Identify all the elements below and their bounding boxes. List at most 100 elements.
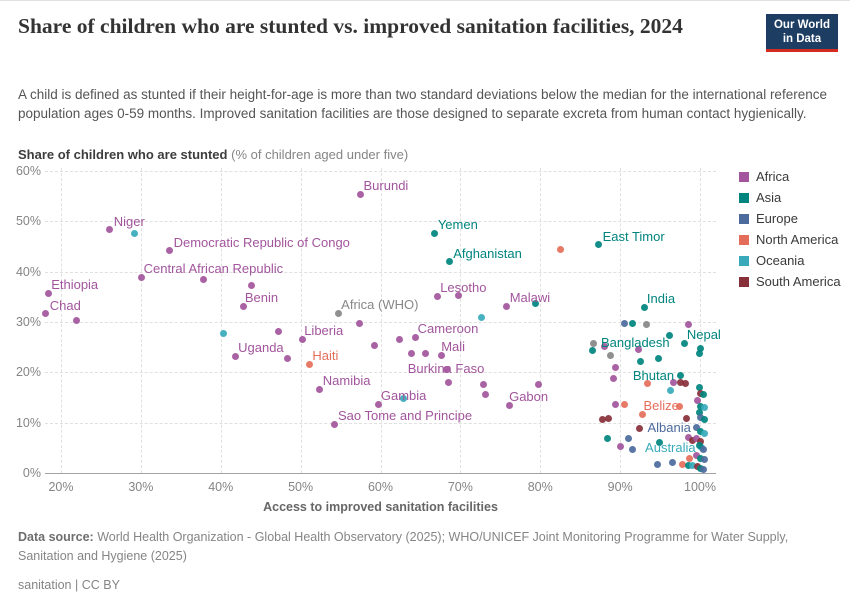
data-point[interactable]: [637, 358, 645, 366]
data-point[interactable]: [610, 375, 618, 383]
data-point[interactable]: [701, 416, 709, 424]
data-point[interactable]: [635, 345, 642, 353]
data-point[interactable]: [678, 461, 686, 469]
data-point-bangladesh[interactable]: [589, 346, 597, 354]
data-point[interactable]: [654, 355, 662, 363]
data-point-niger[interactable]: [106, 226, 114, 234]
data-point[interactable]: [700, 403, 708, 411]
data-point[interactable]: [684, 462, 692, 470]
data-point-yemen[interactable]: [431, 230, 439, 238]
data-point[interactable]: [670, 379, 678, 387]
data-point[interactable]: [601, 342, 609, 350]
data-point[interactable]: [607, 352, 615, 360]
data-point[interactable]: [620, 400, 628, 408]
data-point-cameroon[interactable]: [412, 333, 420, 341]
data-point[interactable]: [72, 317, 80, 325]
data-point[interactable]: [685, 434, 693, 442]
data-point[interactable]: [421, 350, 429, 358]
data-point[interactable]: [356, 319, 364, 327]
data-point[interactable]: [481, 391, 489, 399]
data-point[interactable]: [455, 292, 463, 300]
data-point-central-african-republic[interactable]: [138, 274, 146, 282]
data-point[interactable]: [408, 350, 416, 358]
data-point[interactable]: [531, 300, 539, 308]
data-point[interactable]: [697, 345, 705, 353]
data-point-sao-tome-and-principe[interactable]: [331, 420, 339, 428]
data-point[interactable]: [692, 452, 700, 460]
data-point[interactable]: [643, 380, 651, 388]
data-point-malawi[interactable]: [503, 303, 511, 311]
data-point-belize[interactable]: [639, 411, 646, 419]
data-point-chad[interactable]: [42, 310, 50, 318]
data-point[interactable]: [699, 465, 707, 473]
data-point[interactable]: [700, 456, 708, 464]
data-point[interactable]: [628, 446, 636, 454]
data-point[interactable]: [590, 339, 598, 347]
data-point[interactable]: [697, 427, 705, 435]
data-point-haiti[interactable]: [305, 361, 313, 369]
data-point[interactable]: [603, 435, 611, 443]
data-point-burundi[interactable]: [357, 191, 365, 199]
data-point[interactable]: [666, 331, 674, 339]
data-point[interactable]: [611, 364, 619, 372]
data-point[interactable]: [655, 439, 663, 447]
owid-logo[interactable]: Our World in Data: [765, 14, 838, 52]
data-point[interactable]: [694, 396, 702, 404]
data-point[interactable]: [624, 435, 632, 443]
data-point-benin[interactable]: [240, 303, 248, 311]
data-point[interactable]: [696, 437, 704, 445]
data-point-democratic-republic-of-congo[interactable]: [166, 247, 174, 255]
data-point-gabon[interactable]: [505, 401, 513, 409]
legend-item-south-america[interactable]: South America: [739, 275, 841, 288]
data-point[interactable]: [535, 381, 543, 389]
data-point-nepal[interactable]: [681, 339, 689, 347]
data-point-albania[interactable]: [693, 424, 701, 432]
data-point[interactable]: [686, 455, 694, 463]
data-point[interactable]: [685, 320, 693, 328]
data-point[interactable]: [675, 403, 683, 411]
data-point[interactable]: [611, 400, 619, 408]
data-point[interactable]: [695, 383, 703, 391]
data-point-africa-who[interactable]: [334, 310, 342, 318]
data-point[interactable]: [200, 276, 208, 284]
data-point[interactable]: [400, 394, 408, 402]
data-point[interactable]: [701, 429, 709, 437]
data-point[interactable]: [248, 282, 256, 290]
data-point[interactable]: [682, 380, 690, 388]
data-point[interactable]: [617, 443, 625, 451]
data-point[interactable]: [635, 424, 643, 432]
data-point[interactable]: [696, 454, 704, 462]
data-point[interactable]: [599, 415, 607, 423]
data-point-burkina-faso[interactable]: [442, 365, 450, 373]
data-point[interactable]: [669, 459, 677, 467]
data-point[interactable]: [699, 390, 707, 398]
data-point[interactable]: [695, 442, 703, 450]
data-point[interactable]: [284, 354, 292, 362]
data-point[interactable]: [689, 462, 697, 470]
data-point[interactable]: [699, 446, 707, 454]
data-point[interactable]: [371, 341, 379, 349]
data-point[interactable]: [643, 320, 650, 328]
data-point-liberia[interactable]: [298, 335, 306, 343]
data-point[interactable]: [130, 229, 138, 237]
data-point[interactable]: [628, 319, 636, 327]
data-point[interactable]: [480, 381, 488, 389]
data-point[interactable]: [396, 335, 404, 343]
data-point-bhutan[interactable]: [676, 372, 684, 380]
data-point[interactable]: [689, 437, 697, 445]
legend-item-oceania[interactable]: Oceania: [739, 254, 841, 267]
data-point-uganda[interactable]: [231, 352, 239, 360]
data-point[interactable]: [478, 314, 486, 322]
data-point[interactable]: [695, 350, 703, 358]
legend-item-north-america[interactable]: North America: [739, 233, 841, 246]
data-point[interactable]: [654, 461, 662, 469]
data-point[interactable]: [696, 414, 704, 422]
data-point[interactable]: [556, 245, 564, 253]
data-point-gambia[interactable]: [375, 400, 383, 408]
data-point[interactable]: [621, 319, 629, 327]
data-point-namibia[interactable]: [316, 386, 324, 394]
data-point-east-timor[interactable]: [595, 241, 603, 249]
legend-item-asia[interactable]: Asia: [739, 191, 841, 204]
data-point-afghanistan[interactable]: [445, 257, 453, 265]
data-point[interactable]: [444, 378, 452, 386]
